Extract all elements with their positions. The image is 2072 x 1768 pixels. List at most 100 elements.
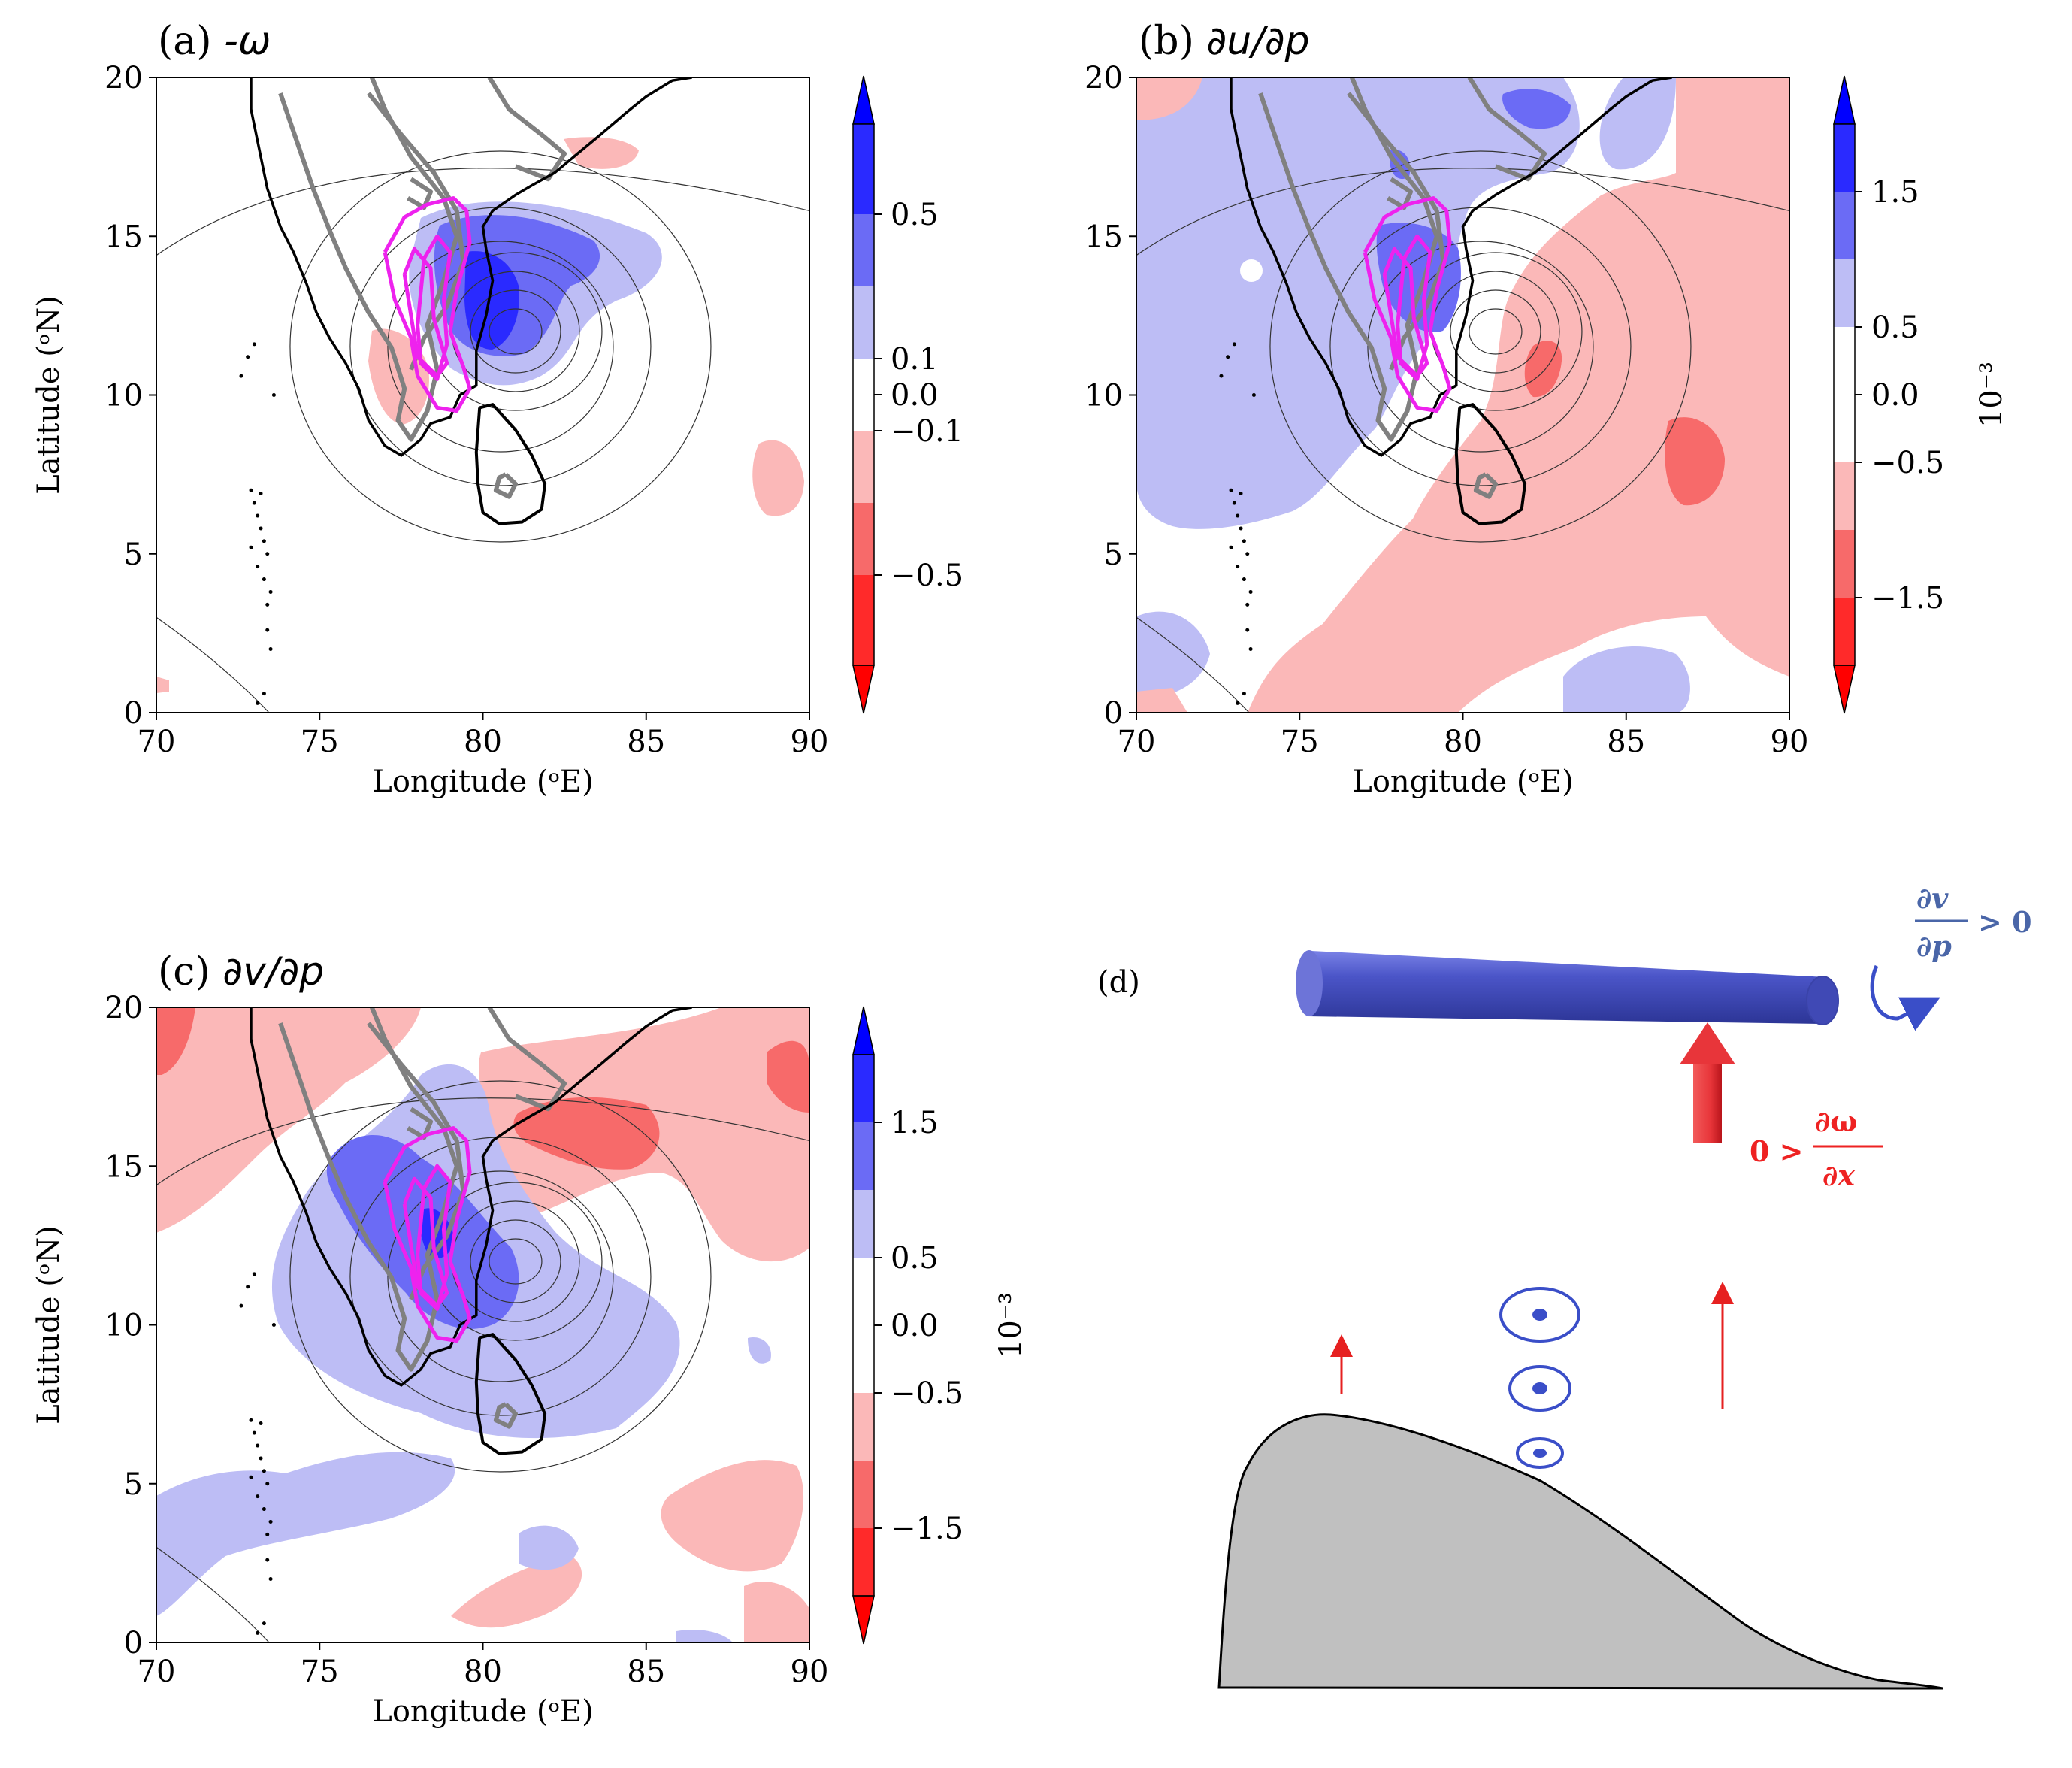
terrain-contour xyxy=(487,77,567,182)
island-dot xyxy=(265,552,270,556)
coastline-india xyxy=(1230,77,1672,457)
colorbar-extend-min xyxy=(1833,665,1856,714)
pressure-contour xyxy=(1136,168,1789,256)
shade-red-light xyxy=(156,677,169,693)
y-tick-label: 0 xyxy=(1104,696,1123,731)
terrain-contour xyxy=(493,472,518,499)
island-dot xyxy=(1239,491,1243,495)
island-dot xyxy=(1239,526,1243,531)
panel-letter: (b) xyxy=(1139,19,1206,64)
colorbar-bin xyxy=(853,1393,874,1461)
colorbar-bin xyxy=(853,286,874,359)
colorbar-extend-max xyxy=(852,75,875,125)
y-tick-label: 20 xyxy=(1084,61,1123,95)
colorbar-bin xyxy=(853,1258,874,1393)
panel-d: (d) ∂v ∂p > 0 0 > ∂ω ∂x xyxy=(1097,881,2032,1690)
island-dot xyxy=(262,1621,266,1626)
colorbar-tick-label: −0.5 xyxy=(1871,446,1944,480)
island-dot xyxy=(262,1469,266,1473)
island-dot xyxy=(259,1421,263,1425)
island-dot xyxy=(1236,701,1240,705)
island-dot xyxy=(256,1630,260,1635)
panel-c-colorbar: 1.5 0.5 0.0 −0.5 −1.5 10⁻³ xyxy=(852,1006,1028,1645)
island-dot xyxy=(1251,393,1256,397)
island-dot xyxy=(1245,552,1250,556)
shade-blue-light xyxy=(676,1630,733,1642)
island-dot xyxy=(1226,355,1230,359)
island-dot xyxy=(249,545,253,549)
eq-domegadx: 0 > ∂ω ∂x xyxy=(1750,1104,1883,1192)
island-dot xyxy=(262,577,266,582)
x-tick-label: 75 xyxy=(301,1654,339,1689)
x-tick-label: 70 xyxy=(138,1654,176,1689)
terrain-contour xyxy=(278,1007,459,1372)
colorbar-tick-label: −1.5 xyxy=(1871,581,1944,616)
pressure-contour xyxy=(387,1170,614,1382)
x-tick-label: 90 xyxy=(791,725,829,759)
shade-blue-light xyxy=(1136,611,1210,699)
island-dot xyxy=(256,1494,260,1499)
pressure-contour xyxy=(1450,289,1541,374)
panel-a-colorbar: 0.5 0.10.0−0.1 −0.5 xyxy=(852,75,963,714)
colorbar-bin xyxy=(853,359,874,431)
precip-contour xyxy=(1382,247,1429,378)
colorbar-tick-label: 0.5 xyxy=(891,1241,939,1276)
coastline-srilanka xyxy=(474,402,547,525)
terrain-contour xyxy=(367,1022,466,1300)
colorbar-bin xyxy=(853,431,874,503)
shade-red-light xyxy=(564,137,639,169)
island-dot xyxy=(259,526,263,531)
terrain-contour xyxy=(1347,92,1446,371)
pressure-contour xyxy=(156,1546,270,1642)
map-overlays xyxy=(156,77,1789,1642)
pressure-contour xyxy=(349,1137,652,1416)
y-tick-label: 15 xyxy=(104,219,143,254)
panel-a-overlays xyxy=(156,77,809,713)
x-tick-label: 90 xyxy=(1771,725,1809,759)
island-dot xyxy=(271,1323,276,1327)
x-tick-label: 75 xyxy=(1281,725,1319,759)
island-dot xyxy=(268,589,273,594)
colorbar-tick-label: −0.5 xyxy=(891,559,963,593)
y-tick-label: 15 xyxy=(104,1149,143,1184)
precip-contour xyxy=(383,1126,472,1343)
colorbar-bin xyxy=(853,575,874,665)
panel-title: (b) ∂u/∂p xyxy=(1139,19,1310,64)
island-dot xyxy=(256,513,260,518)
y-tick-label: 5 xyxy=(124,537,143,572)
colorbar-extend-min xyxy=(852,1595,875,1645)
panel-variable: ∂v/∂p xyxy=(222,949,324,994)
x-tick-label: 75 xyxy=(301,725,339,759)
panel-title: (a) -ω xyxy=(158,19,271,64)
colorbar-tick-label: 0.0 xyxy=(1871,378,1919,413)
jet-cylinder xyxy=(1296,950,1839,1025)
x-tick-label: 85 xyxy=(1607,725,1645,759)
shade-blue-strong xyxy=(464,251,519,350)
panel-a-axes: (a) -ω 70 75 80 85 90 0 5 10 15 20 Longitude (ᵒE) La… xyxy=(32,19,828,799)
pressure-contour xyxy=(1367,241,1594,453)
shade-red-light xyxy=(451,1556,582,1628)
island-dot xyxy=(265,1558,270,1562)
island-dot xyxy=(249,1475,253,1479)
terrain-contour xyxy=(493,1402,518,1429)
island-dot xyxy=(1245,602,1250,607)
x-tick-label: 90 xyxy=(791,1654,829,1689)
shade-red-light xyxy=(1136,688,1187,713)
island-dot xyxy=(249,488,253,492)
x-tick-label: 80 xyxy=(464,1654,502,1689)
panel-title: (c) ∂v/∂p xyxy=(158,949,324,994)
colorbar-tick-label: 1.5 xyxy=(891,1106,939,1140)
panel-c xyxy=(156,1007,809,1642)
island-dot xyxy=(268,1577,273,1581)
pressure-contour xyxy=(156,1097,809,1186)
y-axis-label: Latitude (ᵒN) xyxy=(32,1225,66,1424)
island-dot xyxy=(262,1507,266,1512)
terrain-contour xyxy=(1473,472,1498,499)
shade-red-mid xyxy=(513,1097,660,1170)
eq-domegadx-denominator: ∂x xyxy=(1822,1158,1856,1192)
island-dot xyxy=(262,692,266,696)
terrain-contour xyxy=(487,1007,567,1112)
panel-c-field xyxy=(156,1007,809,1642)
x-tick-label: 80 xyxy=(1444,725,1482,759)
